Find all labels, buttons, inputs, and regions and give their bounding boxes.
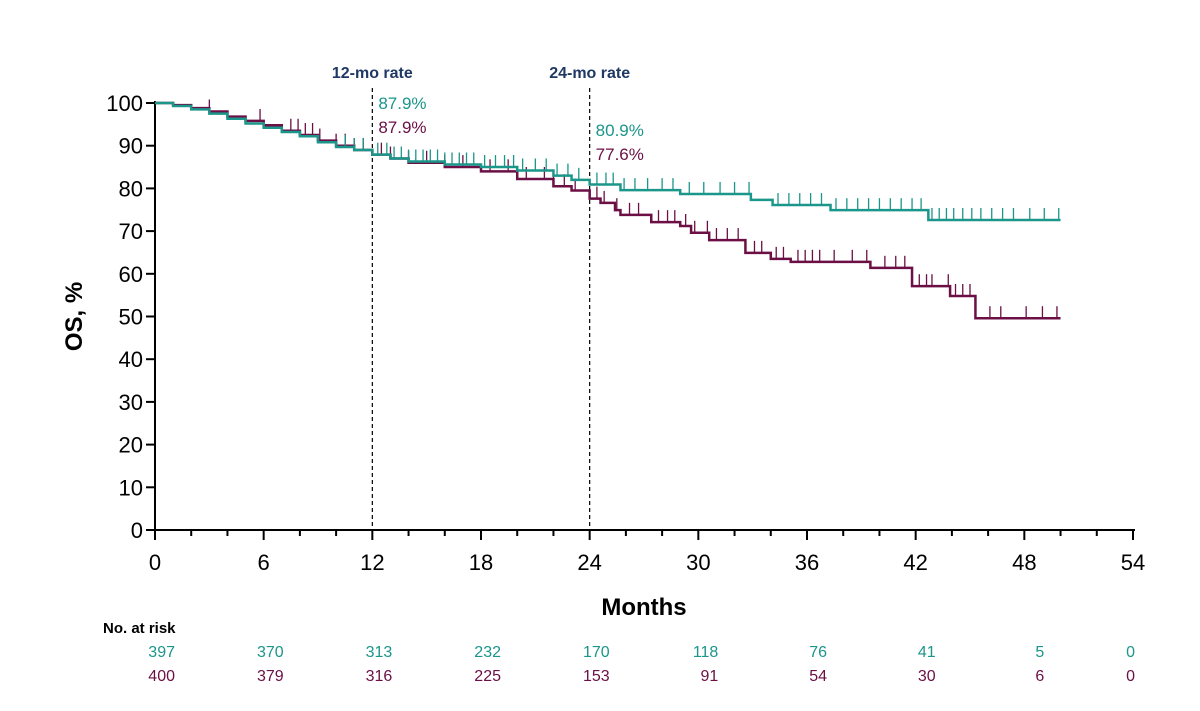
at-risk-value: 54: [809, 668, 827, 685]
at-risk-value: 118: [693, 644, 719, 661]
x-tick-label: 6: [258, 550, 270, 575]
y-tick-label: 10: [119, 475, 143, 500]
rate-annotation: 87.9%: [378, 94, 426, 113]
at-risk-value: 5: [1035, 644, 1044, 661]
at-risk-value: 6: [1035, 668, 1044, 685]
at-risk-value: 91: [701, 668, 719, 685]
at-risk-value: 76: [809, 644, 827, 661]
at-risk-value: 0: [1126, 668, 1135, 685]
x-tick-label: 54: [1121, 550, 1145, 575]
x-tick-label: 0: [149, 550, 161, 575]
x-tick-label: 18: [469, 550, 493, 575]
y-tick-label: 60: [119, 262, 143, 287]
x-tick-label: 12: [360, 550, 384, 575]
km-curve-0: [155, 101, 1061, 222]
y-tick-label: 40: [119, 347, 143, 372]
at-risk-value: 379: [257, 668, 284, 685]
at-risk-value: 397: [148, 644, 175, 661]
at-risk-value: 30: [918, 668, 936, 685]
at-risk-value: 225: [474, 668, 501, 685]
y-axis-title: OS, %: [61, 282, 88, 351]
at-risk-value: 313: [366, 644, 393, 661]
y-tick-label: 30: [119, 390, 143, 415]
y-tick-label: 0: [131, 518, 143, 543]
rate-annotation: 77.6%: [596, 145, 644, 164]
y-tick-label: 100: [106, 91, 143, 116]
at-risk-value: 232: [474, 644, 501, 661]
at-risk-value: 316: [366, 668, 393, 685]
y-tick-label: 20: [119, 433, 143, 458]
x-axis-title: Months: [601, 594, 686, 621]
y-tick-label: 80: [119, 176, 143, 201]
reference-line-label: 12-mo rate: [332, 65, 413, 82]
x-tick-label: 42: [903, 550, 927, 575]
at-risk-value: 370: [257, 644, 284, 661]
rate-annotation: 80.9%: [596, 121, 644, 140]
x-tick-label: 36: [795, 550, 819, 575]
rate-annotation: 87.9%: [378, 118, 426, 137]
x-tick-label: 30: [686, 550, 710, 575]
reference-line-label: 24-mo rate: [549, 65, 630, 82]
at-risk-value: 41: [918, 644, 936, 661]
y-tick-label: 90: [119, 134, 143, 159]
at-risk-value: 400: [148, 668, 175, 685]
at-risk-title: No. at risk: [103, 620, 176, 637]
at-risk-value: 0: [1126, 644, 1135, 661]
x-tick-label: 48: [1012, 550, 1036, 575]
y-tick-label: 50: [119, 305, 143, 330]
y-tick-label: 70: [119, 219, 143, 244]
at-risk-value: 170: [583, 644, 610, 661]
x-tick-label: 24: [577, 550, 601, 575]
at-risk-value: 153: [583, 668, 610, 685]
